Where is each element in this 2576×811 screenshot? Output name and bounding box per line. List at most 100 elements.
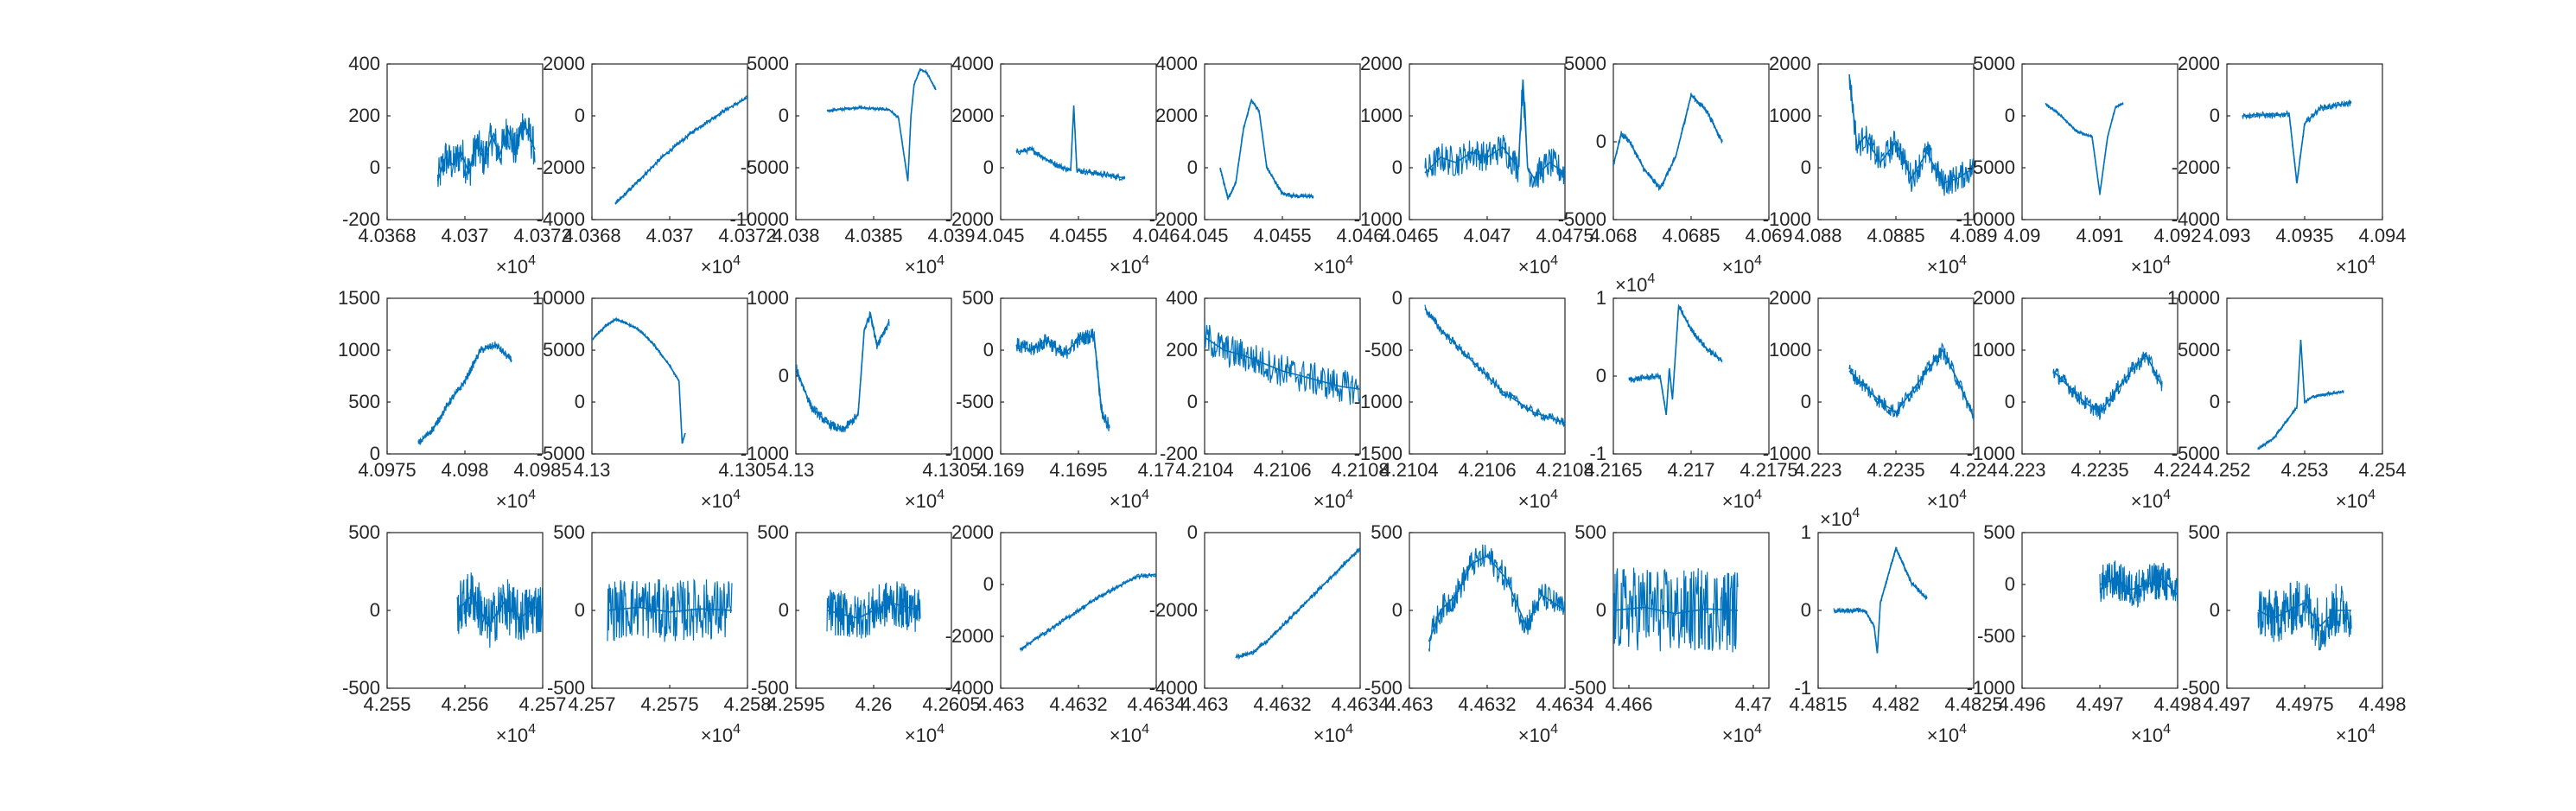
subplot-0-8: 4.09 4.091 4.092 5000 0 -5000 -10000 ×104	[1956, 53, 2201, 278]
y-tick-label: -5000	[1558, 208, 1606, 230]
x-tick-label: 4.4632	[1049, 693, 1107, 715]
series-line	[2242, 102, 2352, 184]
x-tick-label: 4.068	[1589, 225, 1637, 246]
series-line	[592, 318, 686, 444]
x-tick-label: 4.09	[2004, 225, 2041, 246]
x-tick-label: 4.255	[363, 693, 410, 715]
y-tick-label: -500	[342, 677, 380, 699]
x-exponent-label: ×104	[2336, 488, 2376, 512]
series-line	[1613, 93, 1723, 190]
subplot-2-6: 4.466 4.47 500 0 -500 ×104	[1568, 521, 1771, 746]
axes-box	[1612, 297, 1770, 455]
y-tick-label: 0	[2005, 573, 2015, 595]
y-tick-label: 0	[370, 443, 380, 464]
series-line-noisy	[796, 311, 890, 433]
subplot-1-4: 4.2104 4.2106 4.2108 400 200 0 -200 ×104	[1160, 287, 1390, 512]
series-line-noisy	[1219, 98, 1314, 200]
x-tick-label: 4.26	[855, 693, 893, 715]
y-tick-label: 1500	[338, 287, 380, 309]
y-tick-label: 2000	[1973, 287, 2015, 309]
x-tick-label: 4.046	[1132, 225, 1180, 246]
y-tick-label: 0	[1596, 365, 1606, 386]
series-line	[1205, 336, 1360, 390]
y-tick-label: 4000	[1155, 53, 1198, 74]
x-tick-label: 4.47	[1735, 693, 1772, 715]
x-exponent-label: ×104	[1110, 722, 1149, 746]
x-tick-label: 4.496	[1998, 693, 2045, 715]
series-line-noisy	[607, 578, 733, 642]
y-tick-label: -500	[956, 391, 994, 412]
y-tick-label: 0	[1596, 131, 1606, 152]
x-tick-label: 4.217	[1667, 459, 1714, 481]
y-tick-label: 0	[2210, 105, 2220, 126]
series-line	[1428, 555, 1565, 642]
series-line	[796, 311, 890, 431]
y-tick-label: 500	[1371, 521, 1402, 543]
x-tick-label: 4.4634	[1127, 693, 1185, 715]
y-tick-label: -2000	[945, 208, 994, 230]
y-tick-label: 1000	[747, 287, 789, 309]
series-line	[436, 118, 536, 182]
series-line-noisy	[1848, 342, 1974, 423]
x-tick-label: 4.2108	[1536, 459, 1593, 481]
y-tick-label: 0	[575, 599, 585, 621]
y-tick-label: 500	[2188, 521, 2220, 543]
y-tick-label: -2000	[2172, 156, 2220, 178]
x-tick-label: 4.2104	[1380, 459, 1438, 481]
series-line-noisy	[826, 67, 937, 180]
axes-box	[386, 297, 544, 455]
y-tick-label: 0	[1392, 599, 1402, 621]
y-tick-label: 2000	[951, 521, 994, 543]
x-tick-label: 4.0368	[563, 225, 620, 246]
y-tick-label: 0	[1187, 156, 1198, 178]
y-tick-label: 0	[575, 391, 585, 412]
y-tick-label: -1500	[1354, 443, 1402, 464]
x-tick-label: 4.223	[1794, 459, 1841, 481]
x-tick-label: 4.0465	[1380, 225, 1438, 246]
series-line	[2257, 339, 2344, 450]
y-tick-label: -1000	[1967, 443, 2015, 464]
y-tick-label: 500	[553, 521, 585, 543]
x-tick-label: 4.257	[518, 693, 566, 715]
series-line	[1020, 573, 1156, 650]
x-tick-label: 4.13	[778, 459, 815, 481]
y-tick-label: -10000	[729, 208, 789, 230]
x-tick-label: 4.4632	[1253, 693, 1311, 715]
x-tick-label: 4.223	[1998, 459, 2045, 481]
y-tick-label: 5000	[1973, 53, 2015, 74]
series-line	[1848, 348, 1974, 418]
y-tick-label: 1000	[1973, 339, 2015, 361]
y-tick-label: -500	[1364, 339, 1402, 361]
series-line-noisy	[826, 581, 921, 639]
y-tick-label: 5000	[747, 53, 789, 74]
subplot-2-4: 4.463 4.4632 4.4634 0 -2000 -4000 ×104	[1149, 521, 1390, 746]
y-tick-label: -500	[1364, 677, 1402, 699]
x-tick-label: 4.258	[723, 693, 771, 715]
y-tick-label: -5000	[741, 156, 789, 178]
y-tick-label: 0	[983, 573, 994, 595]
axes-box	[591, 297, 748, 455]
y-tick-label: 400	[1166, 287, 1198, 309]
y-tick-label: 0	[1801, 156, 1811, 178]
axes-box	[795, 63, 952, 220]
y-tick-label: -1000	[1354, 208, 1402, 230]
x-exponent-label: ×104	[1722, 488, 1762, 512]
x-exponent-label: ×104	[1313, 253, 1353, 278]
y-tick-label: 2000	[1769, 53, 1811, 74]
axes-box	[2021, 63, 2178, 220]
y-tick-label: -200	[342, 208, 380, 230]
subplot-0-4: 4.045 4.0455 4.046 4000 2000 0 -2000 ×104	[1149, 53, 1384, 278]
x-tick-label: 4.2595	[766, 693, 824, 715]
axes-box	[1409, 63, 1566, 220]
x-exponent-label: ×104	[1518, 253, 1558, 278]
x-exponent-label: ×104	[905, 253, 945, 278]
series-line-noisy	[1019, 572, 1156, 653]
series-line-noisy	[2257, 580, 2352, 651]
series-line	[1015, 105, 1126, 179]
y-tick-label: -1000	[1763, 443, 1811, 464]
x-tick-label: 4.253	[2280, 459, 2328, 481]
subplot-0-7: 4.088 4.0885 4.089 2000 1000 0 -1000 ×104	[1763, 53, 1998, 278]
y-tick-label: 500	[757, 521, 789, 543]
y-tick-label: -1000	[1763, 208, 1811, 230]
x-exponent-label: ×104	[2336, 253, 2376, 278]
